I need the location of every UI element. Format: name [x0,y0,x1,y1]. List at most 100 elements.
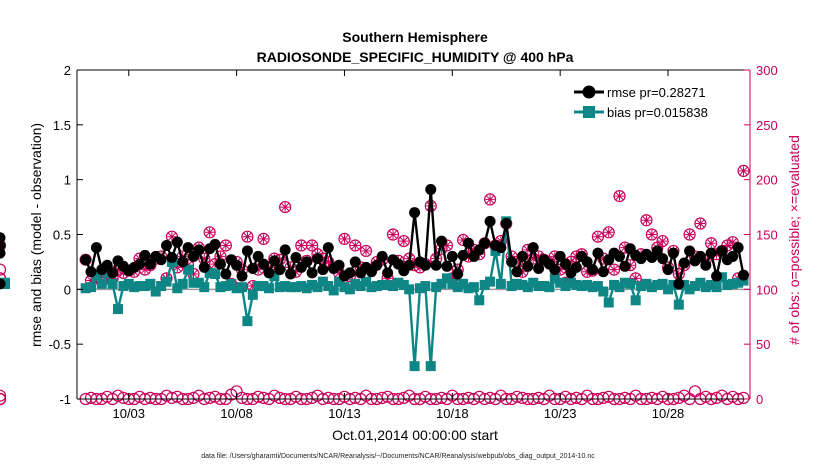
bias-point-110 [673,299,684,310]
bias-point-8 [123,278,134,289]
rmse-point-121 [732,242,744,254]
evaluated-obs-marker-31 [248,281,258,291]
evaluated-obs-marker-107 [657,236,668,246]
evaluated-obs-marker-48 [339,234,350,244]
bias-point-89 [560,281,571,292]
rmse-point-14 [155,254,167,266]
near-zero-obs-marker-122 [737,391,750,404]
x-tick-label-3: 10/18 [436,406,469,421]
evaluated-obs-marker-99 [614,191,625,201]
bias-point-53 [366,282,377,293]
bias-point-114 [695,277,706,288]
evaluated-obs-marker-30 [242,232,253,242]
bias-point-28 [231,283,242,294]
possible-obs-marker-97 [602,226,615,239]
evaluated-obs-marker-105 [647,229,657,240]
rmse-point-69 [452,268,464,280]
legend-bias-marker [583,106,595,118]
evaluated-obs-marker-117 [711,249,722,259]
rmse-point-115 [700,259,712,271]
evaluated-obs-marker-25 [215,251,226,262]
bias-point-66 [436,278,447,289]
evaluated-obs-marker-122 [738,166,749,176]
rmse-point-106 [651,245,663,257]
bias-point-101 [625,278,636,289]
bias-point-44 [317,276,328,287]
data-file-footer: data file: /Users/gharamti/Documents/NCA… [201,453,595,460]
evaluated-obs-marker-119 [722,240,733,251]
evaluated-obs-marker-26 [221,240,231,251]
rmse-point-64 [425,184,437,196]
bias-point-12 [145,278,156,289]
bias-point-117 [711,282,722,293]
possible-obs-marker-57 [386,228,400,241]
right-tick-label-2: 200 [756,173,778,188]
evaluated-obs-marker-83 [528,253,538,264]
bias-point-30 [242,316,253,327]
bias-point-51 [355,281,366,292]
bias-point-45 [323,281,334,292]
bias-point-59 [398,279,409,290]
rmse-point-26 [220,268,232,280]
rmse-point-17 [171,236,183,248]
evaluated-obs-marker-36 [275,255,285,265]
bias-point-9 [129,282,140,293]
evaluated-obs-marker-90 [566,257,576,267]
possible-obs-marker-104 [640,214,653,227]
right-tick-label-5: 50 [756,337,770,352]
bias-point-121 [733,277,744,288]
bias-point-37 [280,281,291,292]
evaluated-obs-marker-23 [204,227,215,237]
possible-obs-marker-48 [338,232,351,245]
bias-point-50 [350,278,361,289]
rmse-point-83 [527,242,539,254]
rmse-point-96 [597,266,609,278]
bias-point-112 [684,284,695,295]
possible-obs-marker-52 [359,244,373,258]
bias-point-63 [420,281,431,292]
rmse-point-81 [516,250,528,262]
bias-point-115 [700,282,711,293]
bias-point-86 [544,282,555,293]
rmse-point-71 [463,237,474,249]
bias-point-25 [215,282,226,293]
rmse-point-74 [479,237,491,249]
left-tick-label-6: -1 [59,392,71,407]
bias-point-108 [663,284,674,295]
possible-obs-marker-59 [397,234,410,248]
rmse-point-41 [301,256,313,268]
evaluated-obs-marker-104 [641,215,652,225]
rmse-point-22 [198,261,210,273]
bias-point-13 [150,286,161,297]
rmse-point-80 [511,266,523,278]
plot-area [0,165,750,406]
rmse-point-10 [134,258,146,270]
bias-point-92 [576,281,587,292]
evaluated-obs-marker-6 [113,264,123,275]
right-y-axis-label: # of obs: o=possible; ×=evaluated [786,135,802,345]
right-tick-label-6: 0 [756,392,763,407]
rmse-point-44 [317,264,329,276]
rmse-point-67 [441,260,453,272]
rmse-point-111 [678,257,690,269]
evaluated-obs-marker-67 [442,240,452,251]
evaluated-obs-marker-37 [280,202,290,212]
possible-obs-marker-107 [656,234,669,248]
rmse-point-100 [619,260,631,272]
rmse-point-117 [711,270,723,282]
bias-point-113 [690,281,700,292]
possible-obs-marker-98 [608,263,621,276]
rmse-point-125 [0,232,6,244]
bias-point-15 [161,276,172,287]
bias-point-67 [441,273,452,284]
near-zero-obs-marker-6 [111,389,125,402]
legend: rmse pr=0.28271 bias pr=0.015838 [571,77,743,123]
rmse-point-68 [446,250,458,262]
rmse-point-88 [554,250,566,262]
bias-point-41 [301,283,312,294]
bias-point-17 [172,283,183,294]
evaluated-obs-marker-7 [118,268,129,278]
evaluated-obs-marker-59 [399,236,409,246]
rmse-point-118 [716,245,728,257]
